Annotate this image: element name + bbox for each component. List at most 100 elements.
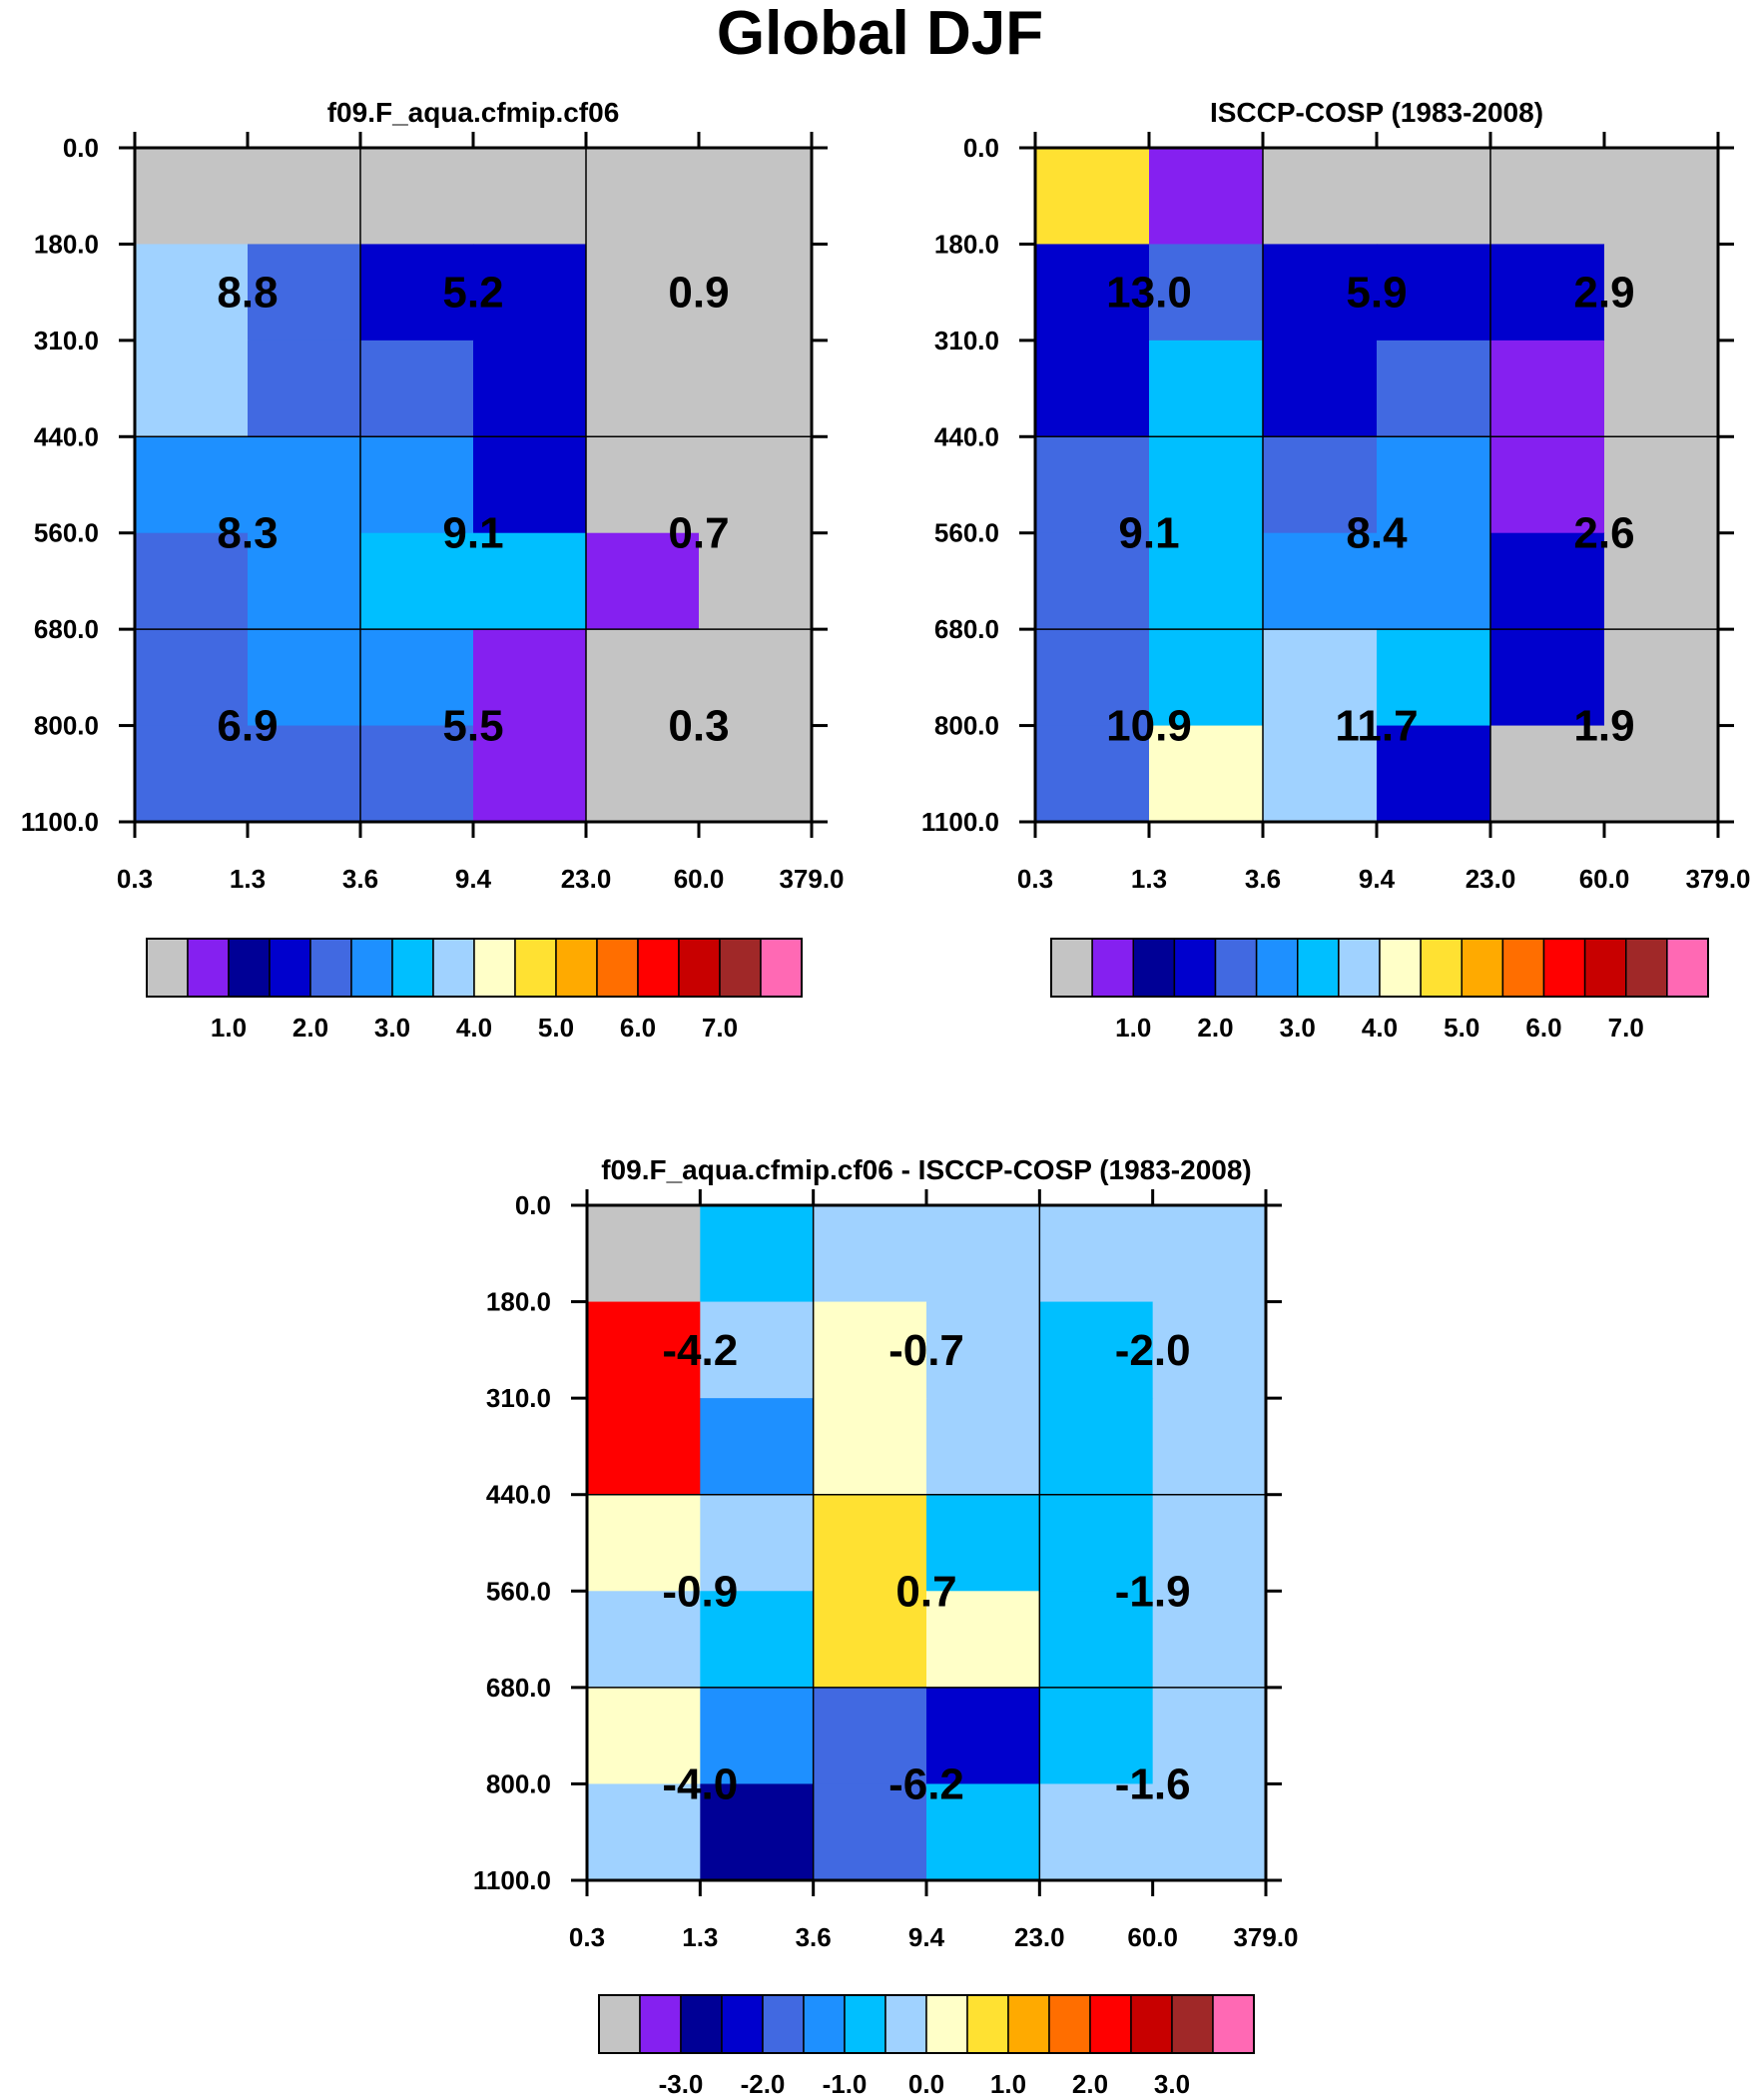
x-tick-label: 0.3 bbox=[569, 1922, 605, 1952]
heatmap-cell bbox=[700, 1783, 815, 1881]
cell-value-label: 1.9 bbox=[1573, 702, 1634, 751]
y-tick-label: 800.0 bbox=[934, 711, 999, 741]
heatmap-cell bbox=[926, 1205, 1040, 1303]
colorbar-swatch bbox=[432, 938, 475, 998]
heatmap-cell bbox=[1604, 436, 1719, 534]
heatmap-cell bbox=[473, 629, 587, 727]
heatmap-cell bbox=[699, 725, 813, 823]
colorbar-swatch bbox=[721, 1994, 764, 2054]
cell-value-label: 5.5 bbox=[442, 702, 503, 751]
heatmap-cell bbox=[1377, 532, 1491, 630]
heatmap-cell bbox=[813, 1205, 927, 1303]
panel-title: f09.F_aqua.cfmip.cf06 bbox=[327, 97, 620, 128]
heatmap-cell bbox=[473, 532, 587, 630]
heatmap-cell bbox=[1152, 1687, 1267, 1784]
colorbar-label: 2.0 bbox=[293, 1013, 328, 1043]
heatmap-cell bbox=[1490, 436, 1605, 534]
cell-value-label: 8.4 bbox=[1346, 509, 1408, 558]
colorbar-label: 1.0 bbox=[211, 1013, 247, 1043]
y-tick-label: 310.0 bbox=[34, 326, 99, 355]
heatmap-cell bbox=[360, 340, 474, 437]
heatmap-cell bbox=[1152, 1301, 1267, 1399]
colorbar-swatch bbox=[844, 1994, 886, 2054]
heatmap-cell bbox=[700, 1494, 815, 1592]
heatmap-cell bbox=[586, 244, 700, 342]
x-tick-label: 23.0 bbox=[1466, 864, 1516, 894]
heatmap-cell bbox=[1035, 148, 1150, 245]
colorbar-swatch bbox=[1297, 938, 1340, 998]
x-tick-label: 3.6 bbox=[342, 864, 378, 894]
heatmap-cell bbox=[813, 1494, 927, 1592]
colorbar-swatch bbox=[269, 938, 311, 998]
heatmap-cell bbox=[700, 1398, 815, 1496]
heatmap-cell bbox=[586, 148, 700, 245]
cell-value-label: -0.9 bbox=[662, 1567, 738, 1616]
heatmap-cell bbox=[587, 1398, 701, 1496]
x-tick-label: 60.0 bbox=[1579, 864, 1630, 894]
cell-value-label: -0.7 bbox=[888, 1326, 964, 1375]
y-tick-label: 180.0 bbox=[34, 229, 99, 259]
heatmap-cell bbox=[360, 532, 474, 630]
y-tick-label: 800.0 bbox=[486, 1768, 551, 1798]
y-tick-label: 560.0 bbox=[486, 1576, 551, 1606]
heatmap-cell bbox=[1604, 244, 1719, 342]
heatmap-cell bbox=[1039, 1783, 1154, 1881]
colorbar-swatch bbox=[760, 938, 803, 998]
heatmap-cell bbox=[699, 436, 813, 534]
heatmap-cell bbox=[1604, 148, 1719, 245]
heatmap-cell bbox=[135, 148, 249, 245]
panel-3: 0.0 180.0 310.0 440.0 560.0 680.0 800.0 1100.0 0… bbox=[473, 1154, 1299, 2099]
cell-value-label: 2.6 bbox=[1573, 509, 1634, 558]
colorbar-swatch bbox=[555, 938, 598, 998]
colorbar-label: 2.0 bbox=[1072, 2069, 1108, 2099]
heatmap-cell bbox=[1490, 725, 1605, 823]
heatmap-cell bbox=[135, 629, 249, 727]
heatmap-cell bbox=[248, 340, 361, 437]
heatmap-cell bbox=[1490, 629, 1605, 727]
colorbar-label: 6.0 bbox=[620, 1013, 656, 1043]
x-tick-label: 1.3 bbox=[1131, 864, 1167, 894]
heatmap-cell bbox=[1035, 340, 1150, 437]
heatmap-cell bbox=[248, 244, 361, 342]
cell-value-label: 0.9 bbox=[668, 269, 729, 318]
heatmap-cell bbox=[1149, 436, 1264, 534]
heatmap-cell bbox=[1152, 1591, 1267, 1689]
heatmap-cell bbox=[586, 725, 700, 823]
y-tick-label: 0.0 bbox=[515, 1190, 551, 1220]
colorbar-swatch bbox=[1666, 938, 1709, 998]
heatmap-cell bbox=[1263, 244, 1378, 342]
y-tick-label: 560.0 bbox=[34, 518, 99, 548]
heatmap-cell bbox=[1039, 1205, 1154, 1303]
colorbar-label: 3.0 bbox=[1154, 2069, 1190, 2099]
y-tick-label: 440.0 bbox=[34, 421, 99, 451]
x-tick-label: 23.0 bbox=[561, 864, 612, 894]
heatmap-cell bbox=[248, 725, 361, 823]
x-tick-label: 379.0 bbox=[1685, 864, 1750, 894]
heatmap-cell bbox=[1152, 1783, 1267, 1881]
colorbar-swatch bbox=[637, 938, 680, 998]
colorbar-swatch bbox=[350, 938, 393, 998]
colorbar-swatch bbox=[1214, 938, 1258, 998]
heatmap-cell bbox=[700, 1687, 815, 1784]
cell-value-label: -6.2 bbox=[888, 1759, 964, 1808]
heatmap-cell bbox=[926, 1494, 1040, 1592]
colorbar-swatch bbox=[1173, 938, 1217, 998]
heatmap-cell bbox=[813, 1591, 927, 1689]
panel-2: 0.0 180.0 310.0 440.0 560.0 680.0 800.0 1100.0 0… bbox=[921, 97, 1751, 1043]
heatmap-cell bbox=[813, 1687, 927, 1784]
colorbar-swatch bbox=[1255, 938, 1299, 998]
heatmap-cell bbox=[699, 148, 813, 245]
colorbar-label: 7.0 bbox=[702, 1013, 738, 1043]
colorbar-swatch bbox=[514, 938, 557, 998]
panel-title: ISCCP-COSP (1983-2008) bbox=[1210, 97, 1543, 128]
heatmap-cell bbox=[1152, 1398, 1267, 1496]
cell-value-label: 8.8 bbox=[217, 269, 278, 318]
colorbar-swatch bbox=[719, 938, 762, 998]
heatmap-cell bbox=[1035, 725, 1150, 823]
colorbar-label: 0.0 bbox=[908, 2069, 944, 2099]
colorbar-swatch bbox=[309, 938, 352, 998]
x-tick-label: 379.0 bbox=[779, 864, 844, 894]
colorbar-swatch bbox=[1171, 1994, 1214, 2054]
heatmap-cell bbox=[1377, 629, 1491, 727]
heatmap-cell bbox=[813, 1301, 927, 1399]
